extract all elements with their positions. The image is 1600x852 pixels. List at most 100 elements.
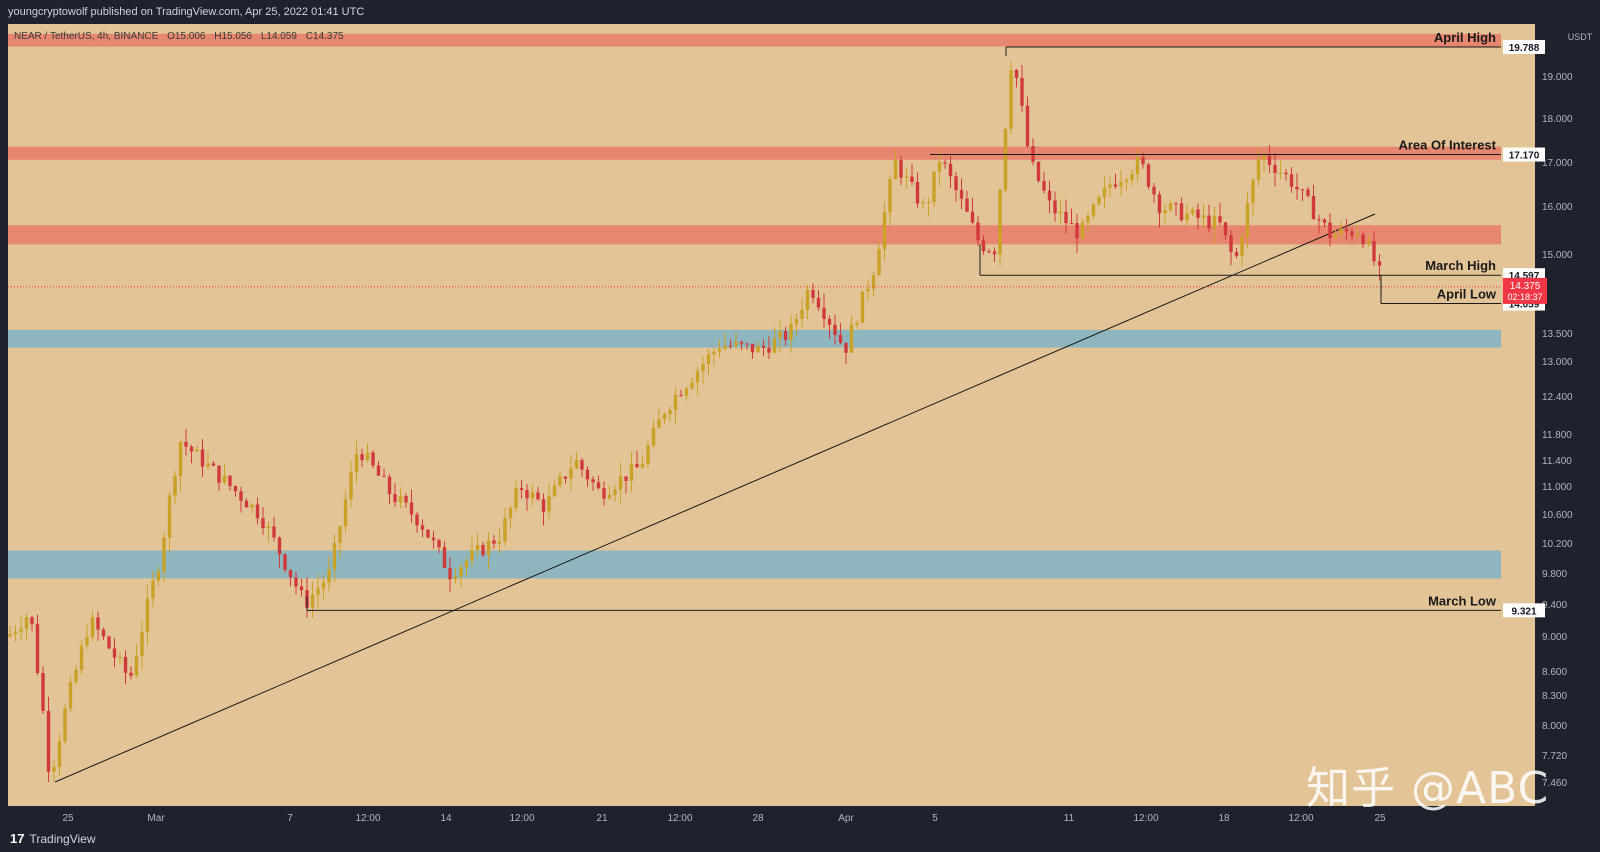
candle-body[interactable] — [365, 452, 370, 461]
candle-body[interactable] — [288, 569, 293, 578]
candle-body[interactable] — [844, 342, 848, 353]
candle-body[interactable] — [1212, 216, 1217, 229]
candle-body[interactable] — [1207, 215, 1211, 229]
candle-body[interactable] — [217, 465, 221, 483]
candle-body[interactable] — [558, 476, 562, 486]
candle-body[interactable] — [222, 475, 227, 483]
candle-body[interactable] — [327, 569, 331, 583]
candle-body[interactable] — [827, 318, 832, 325]
candle-body[interactable] — [1196, 209, 1200, 218]
candle-body[interactable] — [695, 371, 700, 383]
candle-body[interactable] — [35, 623, 40, 674]
candle-body[interactable] — [910, 176, 914, 183]
candle-body[interactable] — [1267, 155, 1272, 165]
candle-body[interactable] — [1075, 223, 1079, 239]
candle-body[interactable] — [492, 540, 496, 544]
candle-body[interactable] — [409, 502, 414, 515]
resistance-zone[interactable] — [8, 33, 1501, 47]
candle-body[interactable] — [673, 394, 678, 410]
candle-body[interactable] — [1014, 70, 1019, 78]
candle-body[interactable] — [442, 547, 447, 568]
candle-body[interactable] — [1091, 204, 1096, 216]
candle-body[interactable] — [459, 567, 463, 577]
candle-body[interactable] — [255, 504, 260, 519]
candle-body[interactable] — [420, 525, 425, 530]
candle-body[interactable] — [404, 496, 408, 503]
candle-body[interactable] — [1306, 189, 1310, 196]
candle-body[interactable] — [1234, 252, 1239, 256]
candle-body[interactable] — [1053, 200, 1057, 214]
candle-body[interactable] — [151, 580, 155, 599]
candle-body[interactable] — [838, 334, 843, 343]
candle-body[interactable] — [1009, 70, 1013, 129]
candle-body[interactable] — [833, 324, 837, 335]
candle-body[interactable] — [563, 476, 568, 479]
candle-body[interactable] — [1168, 203, 1173, 211]
candle-body[interactable] — [299, 586, 304, 591]
candle-body[interactable] — [877, 249, 881, 276]
candle-body[interactable] — [310, 594, 315, 608]
candle-body[interactable] — [1322, 219, 1327, 223]
candle-body[interactable] — [283, 554, 287, 570]
candle-body[interactable] — [1229, 235, 1233, 253]
candle-body[interactable] — [1174, 203, 1178, 205]
candle-body[interactable] — [195, 449, 199, 452]
candle-body[interactable] — [860, 291, 865, 323]
candle-body[interactable] — [1086, 215, 1090, 223]
candle-body[interactable] — [591, 479, 595, 483]
candle-body[interactable] — [855, 322, 859, 325]
candle-body[interactable] — [651, 427, 656, 446]
candle-body[interactable] — [338, 526, 342, 544]
candle-body[interactable] — [112, 648, 117, 658]
candle-body[interactable] — [1289, 174, 1294, 187]
candle-body[interactable] — [123, 656, 128, 673]
candle-body[interactable] — [629, 464, 634, 481]
candle-body[interactable] — [453, 576, 458, 580]
candle-body[interactable] — [684, 388, 689, 396]
candle-body[interactable] — [294, 577, 298, 587]
candle-body[interactable] — [734, 341, 738, 346]
candle-body[interactable] — [1185, 213, 1189, 221]
candle-body[interactable] — [1179, 203, 1184, 221]
candle-body[interactable] — [140, 631, 144, 656]
candle-body[interactable] — [624, 476, 628, 481]
candle-body[interactable] — [552, 485, 557, 497]
candle-body[interactable] — [959, 190, 964, 199]
candle-body[interactable] — [662, 414, 667, 420]
candle-body[interactable] — [871, 275, 876, 289]
candle-body[interactable] — [954, 176, 958, 191]
candle-body[interactable] — [233, 486, 238, 492]
candle-body[interactable] — [1300, 189, 1305, 191]
candle-body[interactable] — [1058, 211, 1063, 214]
price-chart[interactable]: April High Area Of Interest March High Apri… — [0, 24, 1600, 826]
candle-body[interactable] — [992, 251, 997, 255]
candle-body[interactable] — [970, 211, 975, 223]
candle-body[interactable] — [239, 491, 243, 501]
candle-body[interactable] — [888, 179, 892, 213]
candle-body[interactable] — [569, 468, 573, 479]
candle-body[interactable] — [965, 198, 969, 212]
candle-body[interactable] — [371, 452, 375, 466]
candle-body[interactable] — [1295, 186, 1299, 190]
candle-body[interactable] — [998, 189, 1002, 255]
candle-body[interactable] — [882, 212, 887, 250]
candle-body[interactable] — [596, 482, 601, 489]
price-axis[interactable] — [1535, 24, 1600, 806]
candle-body[interactable] — [46, 710, 51, 772]
candle-body[interactable] — [822, 307, 826, 319]
candle-body[interactable] — [739, 341, 744, 344]
candle-body[interactable] — [607, 494, 612, 499]
candle-body[interactable] — [932, 171, 936, 203]
candle-body[interactable] — [85, 636, 89, 646]
candle-body[interactable] — [8, 633, 12, 636]
candle-body[interactable] — [486, 540, 491, 556]
candle-body[interactable] — [657, 419, 661, 428]
candle-body[interactable] — [1311, 195, 1316, 220]
candle-body[interactable] — [387, 476, 392, 495]
candle-body[interactable] — [613, 489, 617, 495]
candle-body[interactable] — [701, 363, 705, 372]
support-zone[interactable] — [8, 329, 1501, 348]
candle-body[interactable] — [1262, 155, 1266, 160]
candle-body[interactable] — [79, 645, 84, 670]
candle-body[interactable] — [1047, 190, 1052, 201]
